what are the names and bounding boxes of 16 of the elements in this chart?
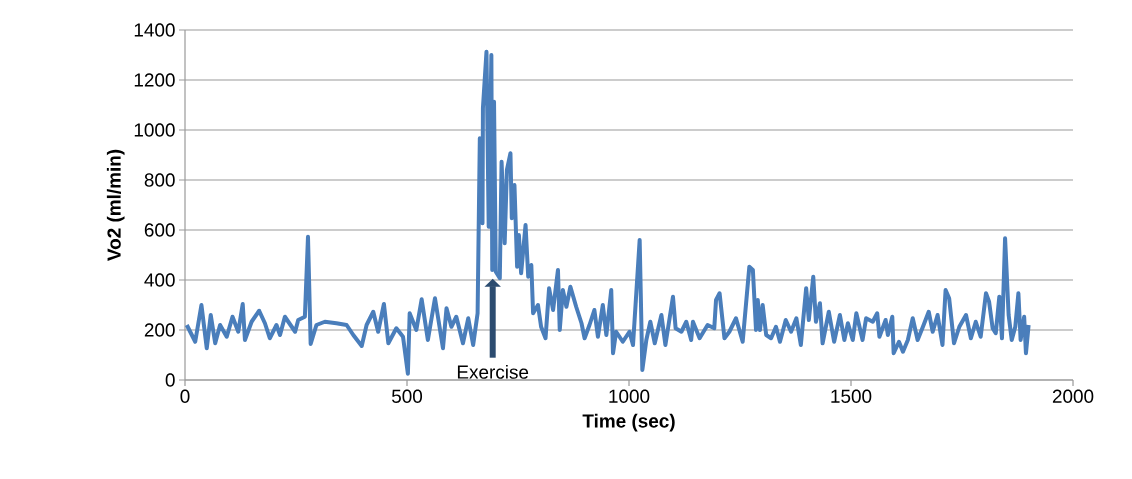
x-tick-label: 0	[180, 389, 190, 403]
y-tick-label: 1200	[134, 73, 175, 87]
x-tick-label: 500	[391, 389, 423, 403]
y-tick-label: 600	[144, 223, 175, 237]
annotation: Exercise	[457, 364, 529, 379]
x-axis-title: Time (sec)	[582, 413, 675, 432]
x-tick-label: 1000	[609, 389, 650, 403]
y-tick-label: 1400	[134, 23, 175, 37]
y-tick-label: 1000	[134, 123, 175, 137]
y-tick-label: 0	[165, 373, 175, 387]
y-tick-label: 200	[144, 323, 175, 337]
y-tick-label: 800	[144, 173, 175, 187]
x-tick-label: 1500	[831, 389, 872, 403]
y-tick-label: 400	[144, 273, 175, 287]
x-tick-label: 2000	[1052, 389, 1094, 403]
y-axis-title: Vo2 (ml/min)	[106, 149, 125, 261]
